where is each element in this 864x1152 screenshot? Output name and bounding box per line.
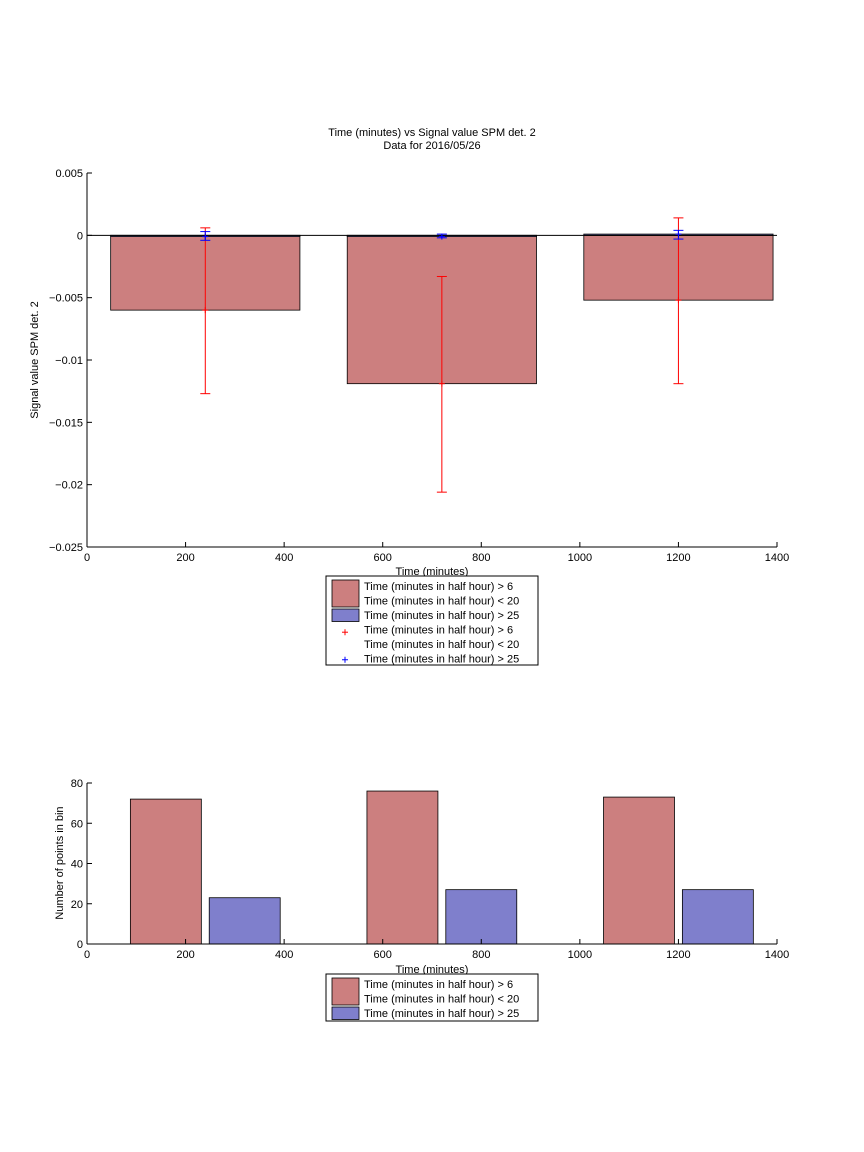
y-tick-label: 60 (71, 818, 83, 830)
bar-series-2 (445, 889, 518, 945)
bar-series-1 (129, 798, 202, 945)
y-tick-label: −0.005 (49, 293, 83, 305)
y-tick-label: 0.005 (55, 168, 83, 180)
legend-swatch (331, 977, 360, 1006)
legend-entry: Time (minutes in half hour) > 6 Time (min… (342, 625, 519, 651)
bar-series-1 (366, 790, 439, 945)
error-bar-series-2 (673, 229, 684, 240)
legend-label: Time (minutes in half hour) < 20 (364, 994, 519, 1006)
x-tick-label: 200 (176, 552, 194, 564)
chart-title: Time (minutes) vs Signal value SPM det. … (328, 127, 535, 139)
x-tick-label: 1000 (568, 949, 592, 961)
bar-series-2 (681, 889, 754, 945)
legend-swatch (331, 1006, 360, 1020)
x-tick-label: 1200 (666, 949, 690, 961)
legend: Time (minutes in half hour) > 6 Time (min… (325, 575, 539, 666)
y-tick-label: −0.02 (55, 480, 83, 492)
x-tick-label: 1200 (666, 552, 690, 564)
legend-entry: Time (minutes in half hour) > 25 (331, 1006, 519, 1020)
legend-label: Time (minutes in half hour) < 20 (364, 639, 519, 651)
y-tick-label: 0 (77, 939, 83, 951)
legend-label: Time (minutes in half hour) > 25 (364, 1008, 519, 1020)
legend-label: Time (minutes in half hour) > 25 (364, 654, 519, 666)
x-tick-label: 1400 (765, 552, 789, 564)
x-tick-label: 1000 (568, 552, 592, 564)
y-tick-label: 40 (71, 859, 83, 871)
error-bar-series-2 (200, 231, 211, 241)
error-bar-series-1 (200, 227, 211, 395)
bar-series-2 (208, 897, 281, 945)
legend-label: Time (minutes in half hour) < 20 (364, 596, 519, 608)
legend-entry: Time (minutes in half hour) > 25 (331, 608, 519, 622)
error-bar-series-2 (436, 233, 447, 240)
y-tick-label: 0 (77, 230, 83, 242)
y-tick-label: 20 (71, 899, 83, 911)
x-tick-label: 600 (374, 949, 392, 961)
legend-label: Time (minutes in half hour) > 6 (364, 625, 513, 637)
y-axis-label: Number of points in bin (54, 806, 66, 919)
legend-box (325, 575, 539, 666)
y-tick-label: −0.01 (55, 355, 83, 367)
count-chart: 0 200 400 600 800 1000 1200 1400 0 20 40 60 80 Time … (54, 778, 789, 1022)
bar-series-1 (603, 796, 675, 945)
x-tick-label: 0 (84, 949, 90, 961)
x-tick-label: 200 (176, 949, 194, 961)
legend-swatch (331, 608, 360, 622)
x-axis-label: Time (minutes) (396, 566, 469, 578)
legend-label: Time (minutes in half hour) > 6 (364, 581, 513, 593)
x-tick-label: 0 (84, 552, 90, 564)
legend-entry: Time (minutes in half hour) > 6 Time (min… (331, 977, 519, 1006)
error-bar-series-1 (436, 275, 447, 493)
legend-label: Time (minutes in half hour) > 25 (364, 610, 519, 622)
legend-entry: Time (minutes in half hour) > 25 (342, 654, 519, 666)
y-tick-label: −0.025 (49, 542, 83, 554)
chart-subtitle: Data for 2016/05/26 (383, 140, 480, 152)
signal-chart: Time (minutes) vs Signal value SPM det. … (29, 127, 789, 666)
x-tick-label: 800 (472, 552, 490, 564)
legend-box (325, 973, 539, 1022)
legend-label: Time (minutes in half hour) > 6 (364, 979, 513, 991)
x-tick-label: 400 (275, 552, 293, 564)
y-axis-label: Signal value SPM det. 2 (29, 301, 41, 418)
legend: Time (minutes in half hour) > 6 Time (min… (325, 973, 539, 1022)
x-tick-label: 400 (275, 949, 293, 961)
x-tick-label: 600 (374, 552, 392, 564)
x-tick-label: 1400 (765, 949, 789, 961)
legend-swatch (331, 579, 360, 608)
x-axis-label: Time (minutes) (396, 964, 469, 976)
legend-entry: Time (minutes in half hour) > 6 Time (min… (331, 579, 519, 608)
y-tick-label: 80 (71, 778, 83, 790)
y-tick-label: −0.015 (49, 417, 83, 429)
error-bar-series-1 (673, 217, 684, 385)
x-tick-label: 800 (472, 949, 490, 961)
